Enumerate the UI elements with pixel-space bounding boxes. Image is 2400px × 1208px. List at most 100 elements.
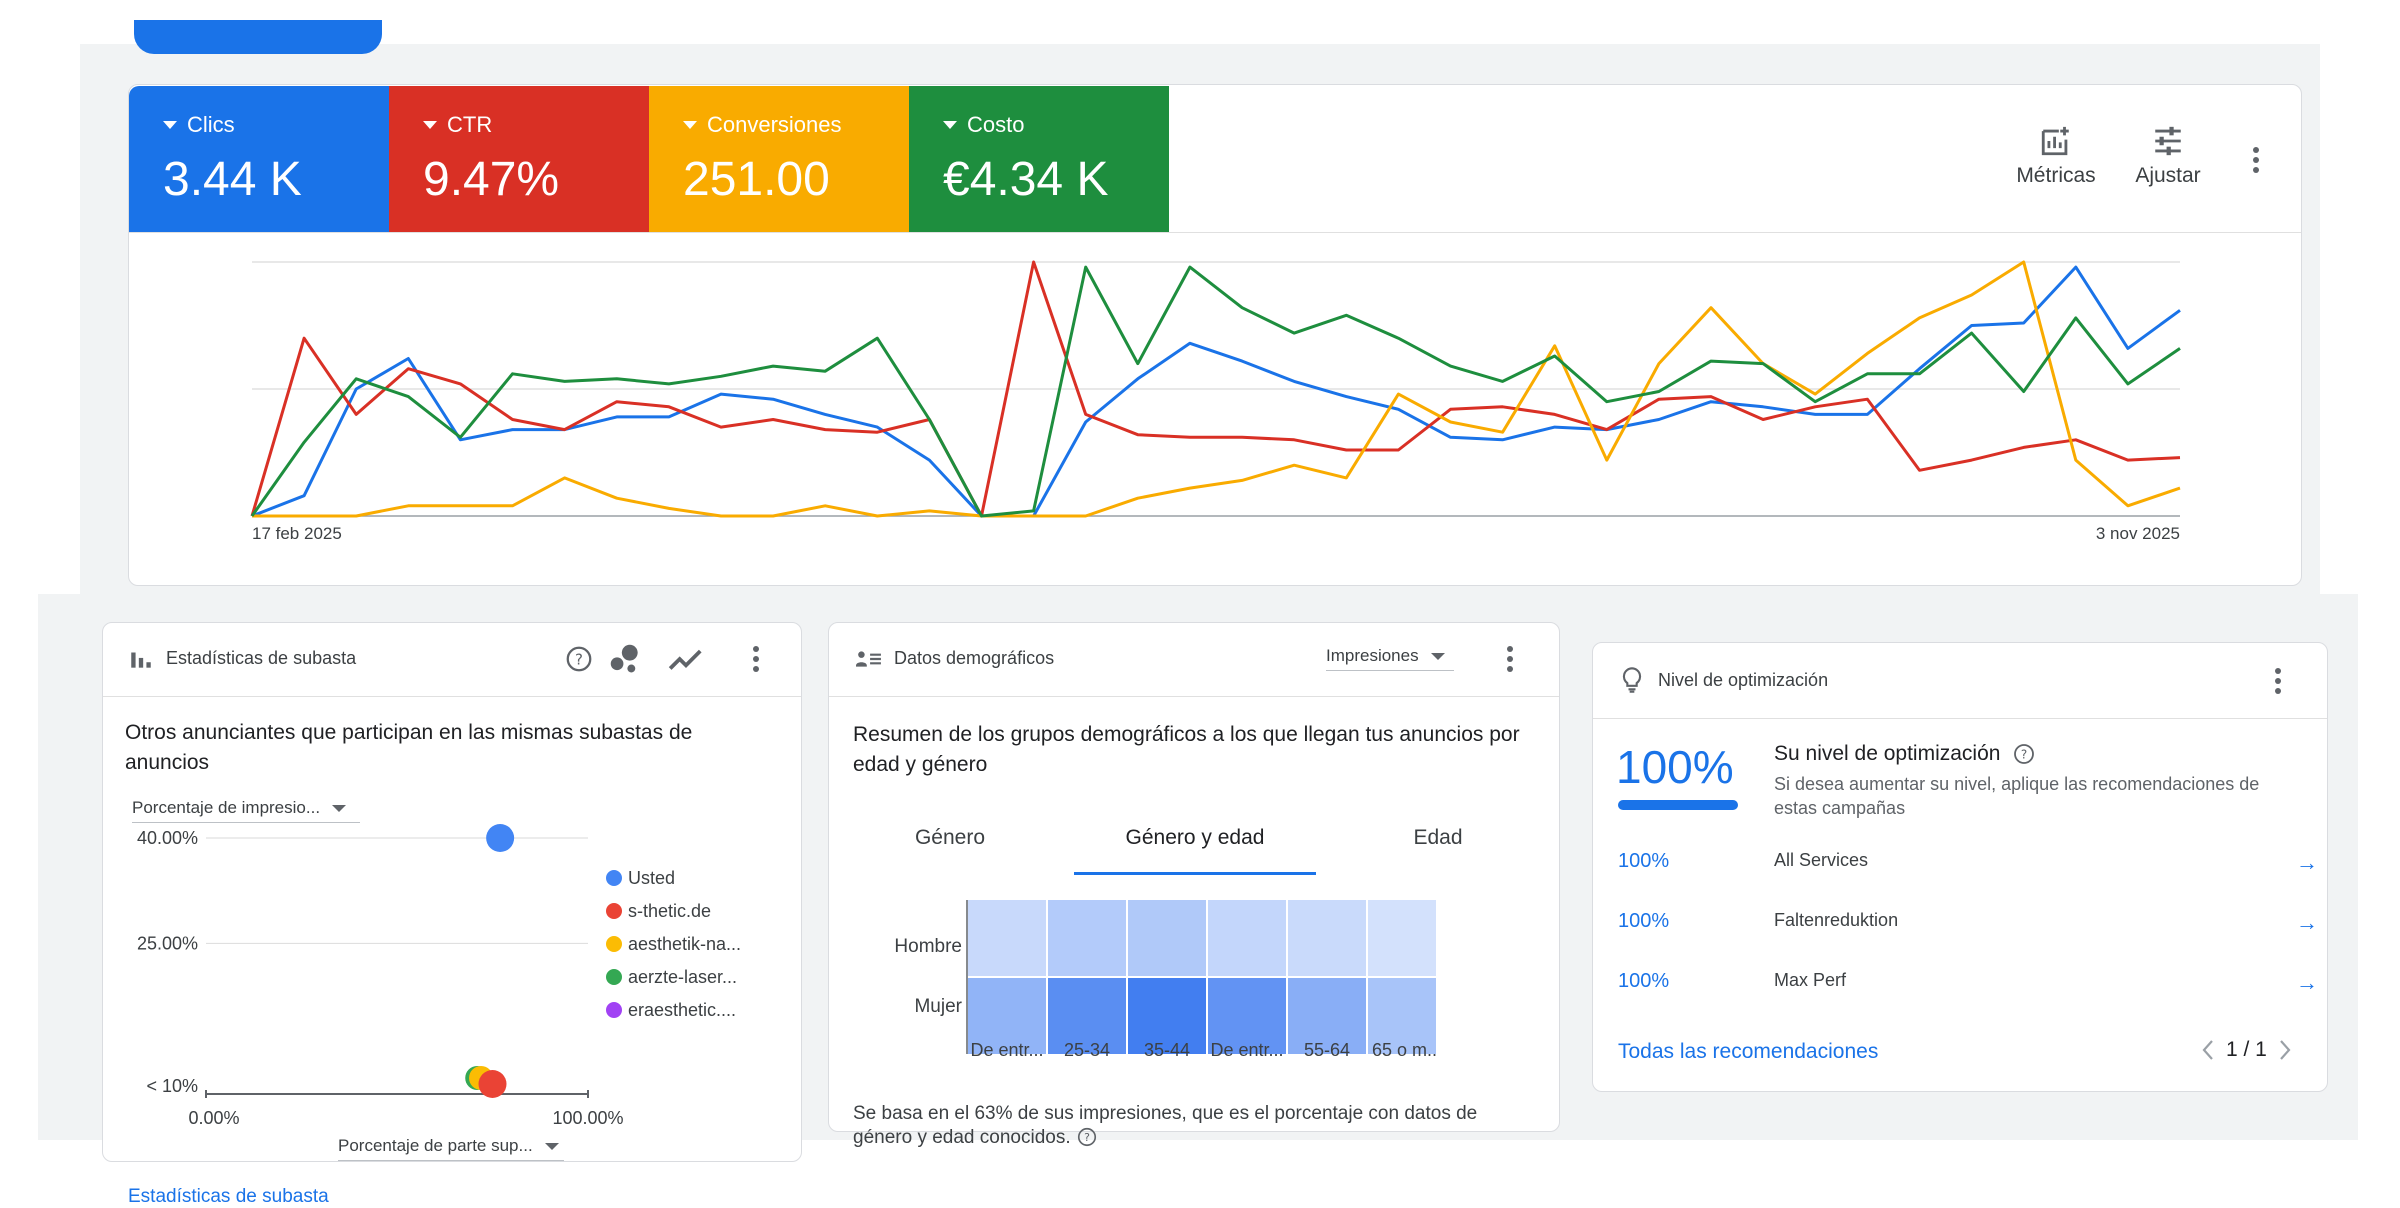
optimization-score-track [1618, 800, 1738, 810]
legend-label: Usted [628, 868, 675, 888]
demographics-footnote: Se basa en el 63% de sus impresiones, qu… [853, 1102, 1533, 1150]
metric-tile-clicks[interactable]: Clics 3.44 K [129, 86, 389, 232]
arrow-right-icon[interactable]: → [2296, 850, 2318, 875]
scatter-view-icon[interactable] [606, 640, 644, 678]
scorecard-divider [129, 232, 2301, 233]
heatmap-cell[interactable] [1208, 900, 1286, 976]
more-options-icon[interactable] [2252, 147, 2260, 177]
heatmap-cell[interactable] [1368, 900, 1436, 976]
tab-gender[interactable]: Género [914, 826, 986, 849]
help-icon[interactable]: ? [564, 644, 594, 674]
optimization-card-divider [1593, 718, 2327, 719]
chevron-right-icon[interactable] [2277, 1038, 2293, 1062]
svg-text:?: ? [2021, 748, 2027, 762]
x-axis-start-label: 17 feb 2025 [252, 524, 342, 543]
dropdown-label: Porcentaje de parte sup... [338, 1136, 533, 1155]
metric-label: CTR [447, 112, 493, 137]
dropdown-label: Porcentaje de impresio... [132, 798, 321, 817]
performance-line-chart [250, 260, 2181, 518]
optimization-score: 100% [1616, 741, 1734, 793]
legend-dot [606, 969, 622, 985]
arrow-right-icon[interactable]: → [2296, 910, 2318, 935]
lightbulb-icon [1622, 667, 1642, 693]
svg-text:?: ? [1084, 1131, 1090, 1144]
active-tab-indicator [1074, 872, 1316, 875]
demographics-metric-dropdown[interactable]: Impresiones [1326, 646, 1454, 671]
heatmap-cell[interactable] [1368, 978, 1436, 1054]
series-line-costo [250, 265, 2181, 518]
arrow-right-icon[interactable]: → [2296, 970, 2318, 995]
bar-chart-icon [131, 652, 151, 668]
heatmap-cell[interactable] [1048, 978, 1126, 1054]
campaign-row[interactable]: 100% Max Perf → [1618, 970, 2318, 1000]
series-line-conversiones [252, 260, 2181, 518]
auction-insights-link[interactable]: Estadísticas de subasta [128, 1186, 329, 1207]
all-recommendations-link[interactable]: Todas las recomendaciones [1618, 1040, 1879, 1063]
auction-card-divider [103, 696, 801, 697]
heatmap-col-label: 65 o m... [1372, 1040, 1436, 1060]
auction-card-title: Estadísticas de subasta [166, 648, 357, 668]
auction-y-metric-dropdown[interactable]: Porcentaje de impresio... [132, 798, 360, 823]
optimization-more-options-icon[interactable] [2274, 668, 2282, 698]
optimization-heading-text: Su nivel de optimización [1774, 742, 2001, 765]
campaign-row[interactable]: 100% Faltenreduktion → [1618, 910, 2318, 940]
heatmap-cell[interactable] [1128, 900, 1206, 976]
scatter-point-0[interactable] [486, 824, 515, 852]
dropdown-label: Impresiones [1326, 646, 1419, 665]
trend-line-icon[interactable] [664, 640, 708, 678]
heatmap-cell[interactable] [1288, 978, 1366, 1054]
auction-more-options-icon[interactable] [752, 646, 760, 676]
metric-label: Costo [967, 112, 1025, 137]
heatmap-cell[interactable] [1208, 978, 1286, 1054]
heatmap-cell[interactable] [1288, 900, 1366, 976]
metric-value: 3.44 K [163, 153, 302, 206]
caret-down-icon [943, 121, 957, 129]
scatter-point-1[interactable] [478, 1070, 507, 1098]
legend-dot [606, 1002, 622, 1018]
adjust-button[interactable]: Ajustar [2118, 124, 2218, 188]
chevron-left-icon[interactable] [2200, 1038, 2216, 1062]
metric-tile-cost[interactable]: Costo €4.34 K [909, 86, 1169, 232]
metric-label: Conversiones [707, 112, 842, 137]
demographics-icon [856, 651, 881, 667]
tune-icon [2155, 126, 2181, 156]
auction-insights-card [102, 622, 802, 1162]
optimization-score-fill [1618, 800, 1738, 810]
metrics-button[interactable]: Métricas [2006, 124, 2106, 188]
demographics-card-divider [829, 696, 1559, 697]
legend-label: s-thetic.de [628, 901, 711, 921]
campaign-score: 100% [1618, 910, 1670, 932]
demographics-more-options-icon[interactable] [1506, 646, 1514, 676]
caret-down-icon [163, 121, 177, 129]
tab-age[interactable]: Edad [1413, 826, 1463, 849]
demographics-heading: Resumen de los grupos demográficos a los… [853, 723, 1520, 776]
campaign-name: All Services [1774, 850, 1869, 870]
adjust-button-label: Ajustar [2135, 164, 2201, 187]
help-icon[interactable]: ? [1076, 1126, 1098, 1148]
legend-dot [606, 936, 622, 952]
x-tick-label: 100.00% [552, 1108, 623, 1128]
svg-text:?: ? [575, 651, 583, 669]
heatmap-cell[interactable] [1128, 978, 1206, 1054]
optimization-heading: Su nivel de optimización ? [1774, 742, 2036, 766]
heatmap-col-label: 35-44 [1144, 1040, 1190, 1060]
tab-gender-age[interactable]: Género y edad [1125, 826, 1265, 849]
caret-down-icon [544, 1142, 559, 1150]
metric-tile-ctr[interactable]: CTR 9.47% [389, 86, 649, 232]
help-icon[interactable]: ? [2012, 742, 2036, 766]
campaign-row[interactable]: 100% All Services → [1618, 850, 2318, 880]
legend-label: aesthetik-na... [628, 934, 741, 954]
heatmap-cell[interactable] [968, 978, 1046, 1054]
x-tick-label: 0.00% [188, 1108, 239, 1128]
optimization-description: Si desea aumentar su nivel, aplique las … [1774, 774, 2260, 818]
metric-value: 9.47% [423, 153, 560, 206]
metric-tile-conversions[interactable]: Conversiones 251.00 [649, 86, 909, 232]
auction-x-metric-dropdown[interactable]: Porcentaje de parte sup... [338, 1136, 564, 1161]
auction-heading: Otros anunciantes que participan en las … [125, 721, 693, 774]
top-action-button[interactable] [134, 20, 382, 54]
heatmap-cell[interactable] [1048, 900, 1126, 976]
metric-value: €4.34 K [943, 153, 1109, 206]
pagination: 1 / 1 [2200, 1038, 2293, 1062]
heatmap-cell[interactable] [968, 900, 1046, 976]
heatmap-row-label-male: Hombre [894, 936, 962, 957]
